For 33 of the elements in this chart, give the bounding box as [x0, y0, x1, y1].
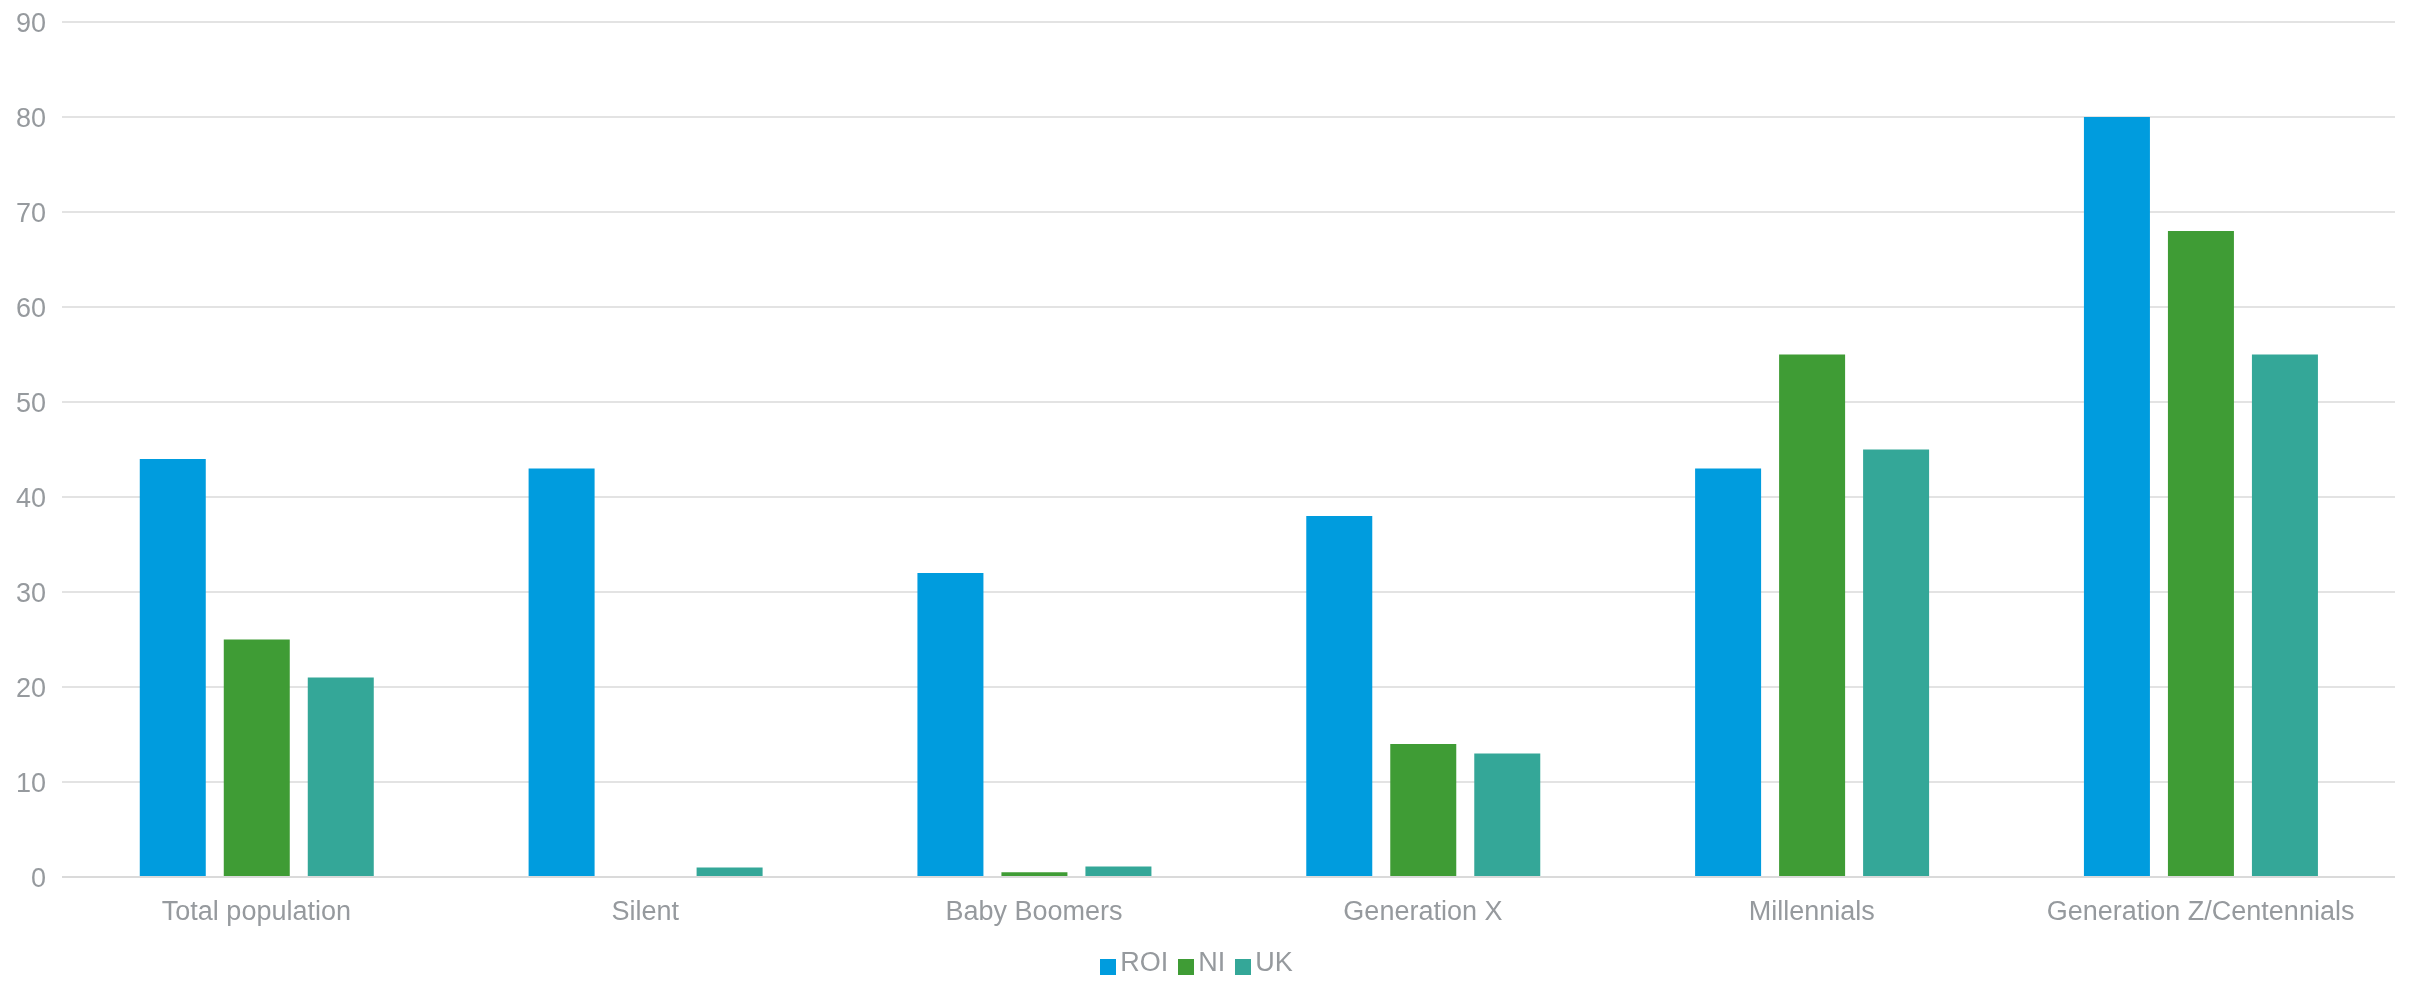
x-tick-label: Generation Z/Centennials [2046, 896, 2355, 927]
bar [1863, 449, 1930, 877]
y-tick-label: 60 [15, 292, 46, 323]
bar [139, 459, 206, 877]
y-tick-label: 20 [15, 672, 46, 703]
x-tick-label: Total population [161, 896, 351, 927]
y-tick-label: 70 [15, 197, 46, 228]
bar [2083, 117, 2150, 877]
bar [307, 677, 374, 877]
y-tick-label: 50 [15, 387, 46, 418]
bar [528, 468, 595, 877]
y-tick-label: 40 [15, 482, 46, 513]
y-tick-label: 0 [30, 862, 46, 893]
legend-label: UK [1255, 947, 1293, 977]
bar [2167, 231, 2234, 877]
x-tick-label: Millennials [1748, 896, 1875, 927]
x-tick-label: Baby Boomers [945, 896, 1123, 927]
bar [1306, 516, 1373, 877]
legend-label: ROI [1120, 947, 1169, 977]
y-tick-label: 30 [15, 577, 46, 608]
y-tick-label: 80 [15, 102, 46, 133]
x-tick-label: Silent [611, 896, 680, 927]
bar [917, 573, 984, 877]
y-tick-label: 90 [15, 7, 46, 38]
bar [1695, 468, 1762, 877]
bar [1474, 753, 1541, 877]
bar [1779, 354, 1846, 877]
x-tick-label: Generation X [1343, 896, 1503, 927]
bar [1390, 744, 1457, 877]
bar [223, 639, 290, 877]
y-tick-label: 10 [15, 767, 46, 798]
legend-label: NI [1198, 947, 1226, 977]
bar [2251, 354, 2318, 877]
